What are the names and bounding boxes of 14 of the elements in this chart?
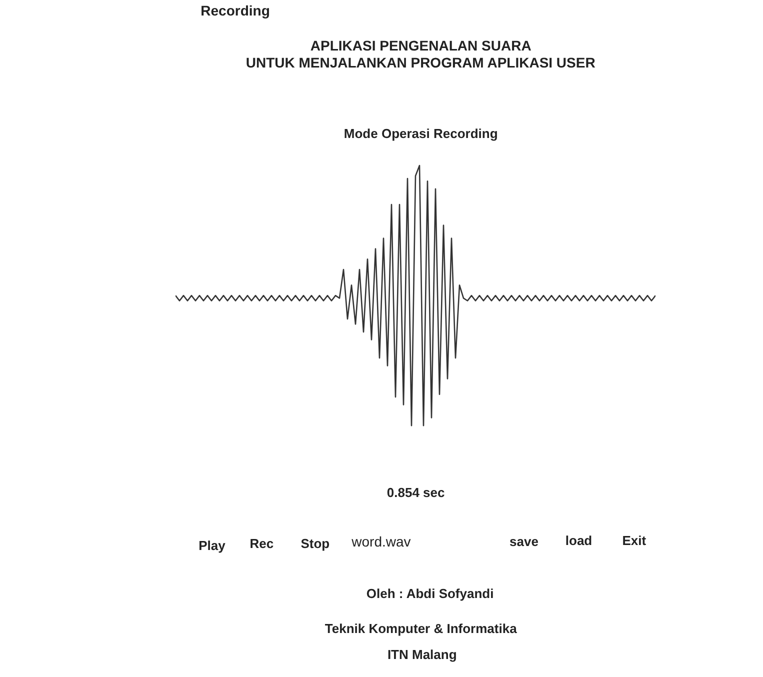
text: word.wav: [350, 534, 411, 550]
x-axis-title: 0.854 sec: [386, 485, 445, 500]
text: ITN Malang: [387, 647, 457, 662]
text: Exit: [622, 533, 647, 548]
text: save: [510, 534, 538, 549]
text: Stop: [300, 536, 330, 551]
text: load: [565, 533, 592, 548]
text: Teknik Komputer & Informatika: [324, 621, 518, 636]
text: Play: [198, 538, 226, 553]
text: Rec: [250, 536, 274, 551]
text: Recording: [200, 2, 270, 18]
text: Oleh : Abdi Sofyandi: [366, 586, 494, 601]
chart-title: APLIKASI PENGENALAN SUARA UNTUK MENJALANKAN PROGRAM APLIKASI USER: [246, 38, 596, 70]
chart-subtitle: Mode Operasi Recording: [344, 126, 498, 141]
